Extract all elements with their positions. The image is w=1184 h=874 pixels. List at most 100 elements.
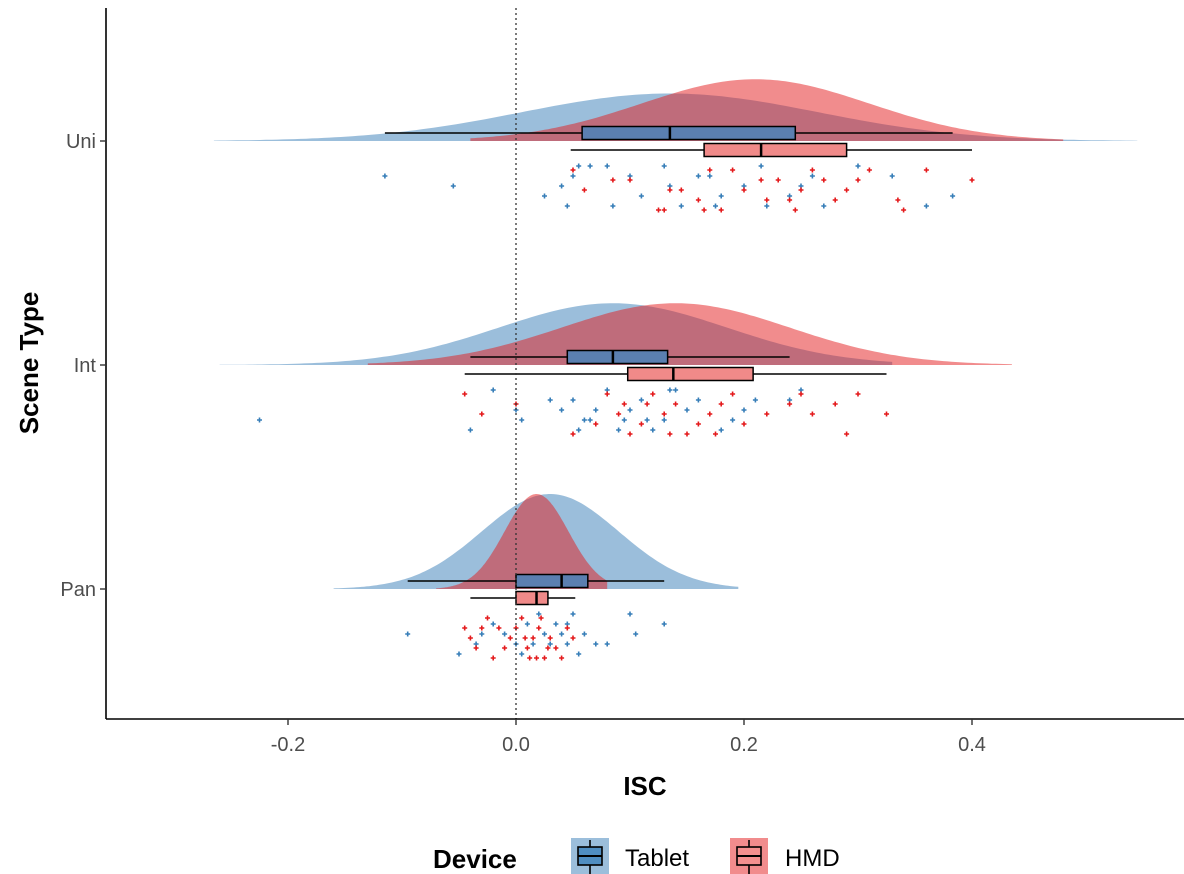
point-hmd-int (695, 421, 701, 427)
point-tablet-uni (889, 173, 895, 179)
point-tablet-int (593, 407, 599, 413)
point-hmd-pan (502, 645, 508, 651)
point-tablet-uni (559, 183, 565, 189)
point-hmd-uni (741, 187, 747, 193)
density-hmd-uni (470, 79, 1064, 141)
point-hmd-uni (901, 207, 907, 213)
point-hmd-int (844, 431, 850, 437)
point-hmd-int (741, 421, 747, 427)
point-tablet-int (718, 427, 724, 433)
point-hmd-uni (809, 167, 815, 173)
point-hmd-pan (467, 635, 473, 641)
point-hmd-uni (707, 167, 713, 173)
point-hmd-int (650, 391, 656, 397)
box-tablet-pan (515, 573, 589, 589)
point-tablet-uni (764, 203, 770, 209)
legend-title: Device (433, 844, 517, 874)
point-tablet-int (695, 397, 701, 403)
point-tablet-pan (570, 611, 576, 617)
point-tablet-uni (542, 193, 547, 199)
point-tablet-int (559, 407, 565, 413)
point-hmd-uni (798, 187, 804, 193)
point-hmd-pan (496, 625, 502, 631)
point-hmd-int (570, 431, 576, 437)
x-axis-title: ISC (623, 771, 667, 801)
point-hmd-pan (530, 635, 536, 641)
point-hmd-int (855, 391, 861, 397)
point-tablet-pan (519, 651, 525, 657)
point-tablet-int (547, 397, 553, 403)
point-hmd-uni (581, 187, 587, 193)
point-hmd-uni (866, 167, 872, 173)
point-tablet-int (684, 407, 690, 413)
point-hmd-int (713, 431, 718, 437)
legend-key-tablet (571, 838, 609, 874)
point-tablet-pan (627, 611, 633, 617)
y-tick-label-pan: Pan (60, 579, 96, 601)
point-tablet-uni (610, 203, 616, 209)
point-tablet-pan (661, 621, 667, 627)
point-hmd-pan (473, 645, 479, 651)
point-tablet-int (587, 417, 593, 423)
point-hmd-uni (775, 177, 781, 183)
point-tablet-int (644, 417, 650, 423)
point-tablet-int (741, 407, 747, 413)
point-tablet-pan (559, 631, 565, 637)
x-tick-label: -0.2 (271, 734, 305, 756)
point-tablet-pan (524, 621, 530, 627)
point-hmd-int (832, 401, 838, 407)
point-hmd-pan (547, 635, 553, 641)
point-tablet-int (519, 417, 525, 423)
point-tablet-uni (570, 173, 576, 179)
box-tablet-uni (581, 125, 797, 141)
point-hmd-uni (792, 207, 798, 213)
point-hmd-pan (559, 655, 565, 661)
point-hmd-uni (701, 207, 707, 213)
point-hmd-uni (969, 177, 975, 183)
point-hmd-pan (538, 615, 544, 621)
point-hmd-pan (564, 625, 570, 631)
point-tablet-pan (553, 621, 559, 627)
plot-panel: -0.2 0.0 0.2 0.4 Uni Int Pan (60, 8, 1184, 756)
point-tablet-uni (382, 173, 388, 179)
point-hmd-int (730, 391, 736, 397)
point-tablet-pan (593, 641, 599, 647)
legend-label-tablet: Tablet (625, 845, 689, 872)
point-tablet-pan (490, 621, 496, 627)
point-hmd-uni (730, 167, 736, 173)
point-tablet-pan (536, 611, 542, 617)
x-tick-label: 0.0 (502, 734, 530, 756)
point-hmd-pan (542, 655, 547, 661)
point-tablet-pan (564, 641, 570, 647)
point-hmd-int (884, 411, 889, 417)
point-hmd-int (809, 411, 815, 417)
point-tablet-int (752, 397, 758, 403)
point-hmd-int (764, 411, 770, 417)
point-hmd-uni (678, 187, 684, 193)
point-hmd-pan (479, 625, 485, 631)
point-hmd-int (479, 411, 485, 417)
point-tablet-pan (456, 651, 462, 657)
x-tick-label: 0.4 (958, 734, 986, 756)
point-tablet-uni (661, 163, 667, 169)
point-tablet-int (570, 397, 576, 403)
point-tablet-pan (479, 631, 485, 637)
point-hmd-pan (519, 615, 525, 621)
point-hmd-pan (462, 625, 468, 631)
point-tablet-int (467, 427, 473, 433)
point-hmd-int (673, 401, 679, 407)
point-tablet-pan (530, 641, 536, 647)
point-tablet-pan (547, 641, 553, 647)
point-tablet-pan (405, 631, 411, 637)
point-tablet-uni (638, 193, 644, 199)
point-hmd-int (604, 391, 610, 397)
point-tablet-uni (923, 203, 929, 209)
point-tablet-pan (542, 631, 547, 637)
point-hmd-pan (545, 645, 551, 651)
point-hmd-int (684, 431, 690, 437)
point-hmd-uni (832, 197, 838, 203)
point-hmd-uni (758, 177, 764, 183)
point-hmd-uni (787, 197, 793, 203)
point-tablet-int (616, 427, 622, 433)
density-hmd-pan (436, 494, 608, 589)
